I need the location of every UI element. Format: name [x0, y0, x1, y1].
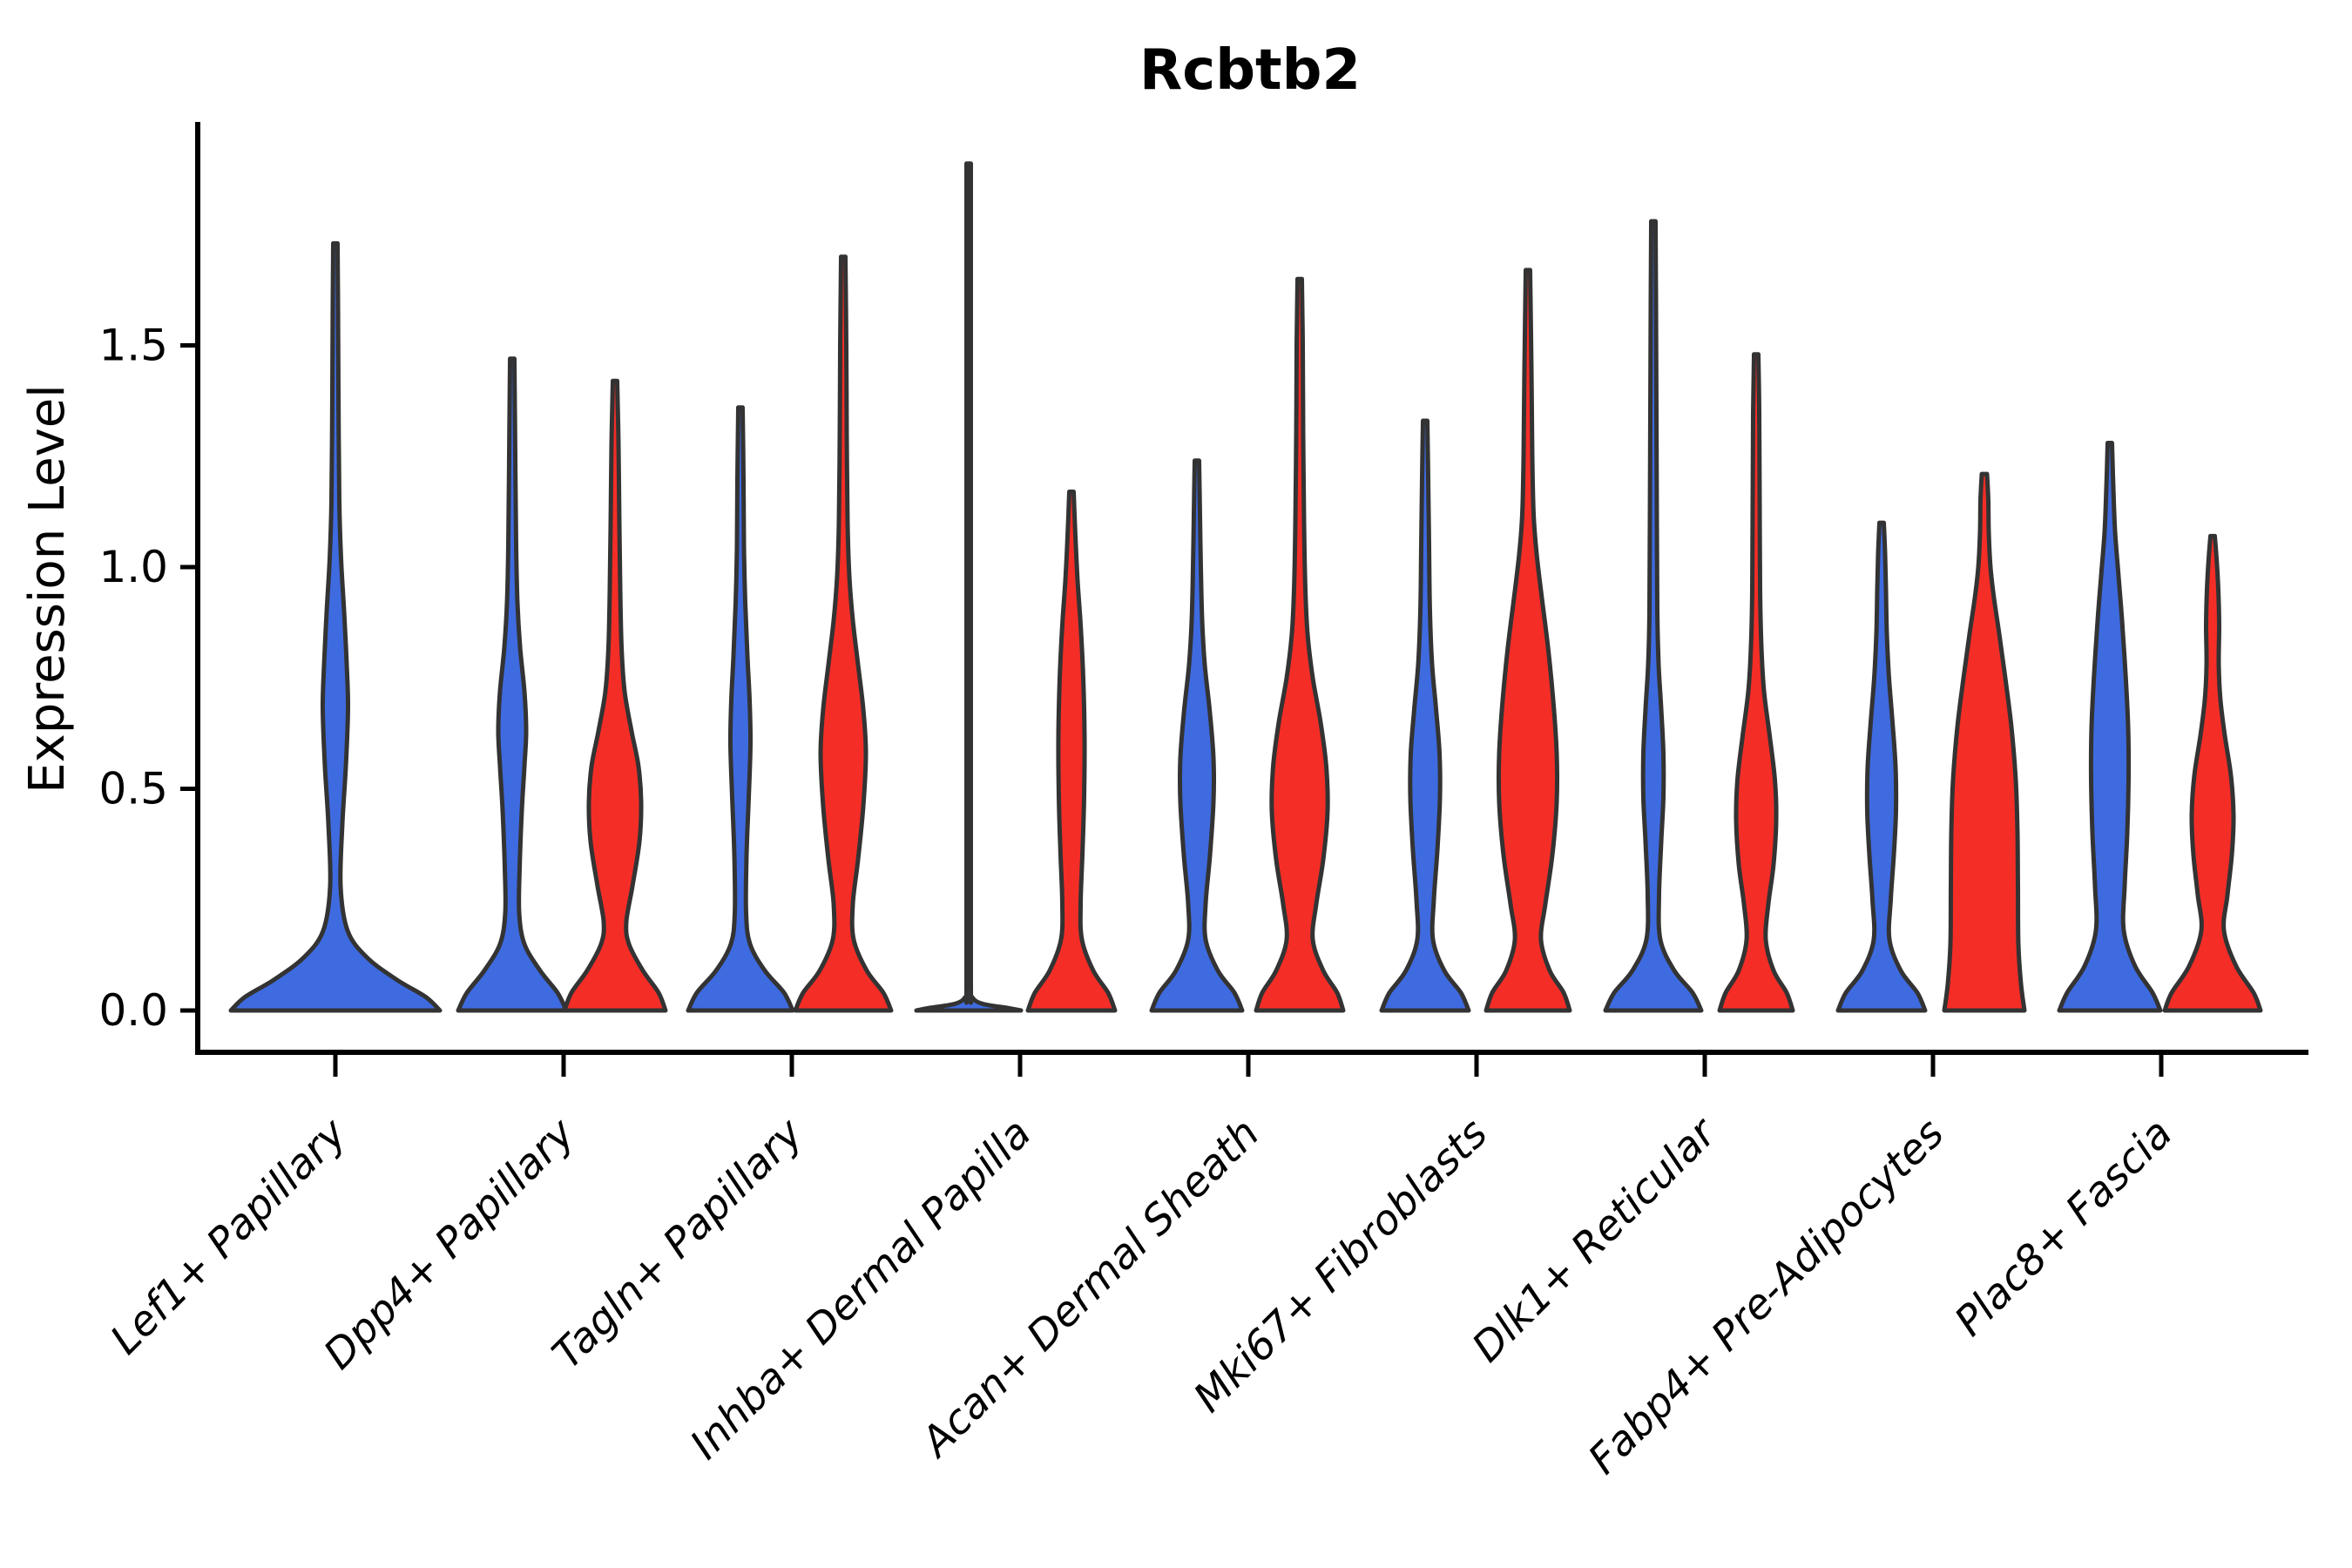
- y-tick-label-1.0: 1.0: [98, 542, 168, 592]
- violin-fabp4-pre-adipocytes-group-red: [1942, 471, 2027, 1013]
- chart-title: Rcbtb2: [1139, 38, 1361, 103]
- x-tick-label-tagln-papillary: Tagln+ Papillary: [544, 1109, 814, 1379]
- y-tick-label-1.5: 1.5: [98, 321, 168, 371]
- violin-fabp4-pre-adipocytes-group-blue: [1835, 520, 1928, 1013]
- violin-dlk1-reticular-group-red: [1717, 352, 1795, 1013]
- x-tick-label-dlk1-reticular: Dlk1+ Reticular: [1463, 1108, 1727, 1372]
- x-tick-label-lef1-papillary: Lef1+ Papillary: [101, 1109, 356, 1364]
- violin-inhba-dermal-papilla-group-red: [1025, 490, 1118, 1013]
- violins-layer: [228, 161, 2263, 1013]
- violin-plac8-fascia-group-blue: [2057, 441, 2163, 1013]
- violin-tagln-papillary-group-blue: [686, 405, 795, 1013]
- violin-dlk1-reticular-group-blue: [1603, 219, 1704, 1013]
- violin-dpp4-papillary-group-blue: [456, 356, 569, 1013]
- y-tick-label-0.0: 0.0: [98, 985, 168, 1036]
- violin-mki67-fibroblasts-group-red: [1484, 267, 1572, 1013]
- violin-inhba-dermal-papilla-group-blue: [914, 161, 1024, 1013]
- violin-dpp4-papillary-group-red: [562, 378, 668, 1013]
- violin-mki67-fibroblasts-group-blue: [1379, 418, 1471, 1013]
- y-axis-label: Expression Level: [19, 384, 76, 794]
- violin-lef1-papillary-group-blue: [228, 240, 443, 1013]
- violin-acan-dermal-sheath-group-red: [1254, 276, 1346, 1013]
- violin-tagln-papillary-group-red: [793, 254, 894, 1013]
- y-tick-label-0.5: 0.5: [98, 764, 168, 814]
- violin-acan-dermal-sheath-group-blue: [1149, 458, 1245, 1013]
- violin-plac8-fascia-group-red: [2162, 533, 2263, 1013]
- x-tick-label-plac8-fascia: Plac8+ Fascia: [1945, 1110, 2181, 1346]
- x-tick-label-dpp4-papillary: Dpp4+ Papillary: [314, 1109, 585, 1379]
